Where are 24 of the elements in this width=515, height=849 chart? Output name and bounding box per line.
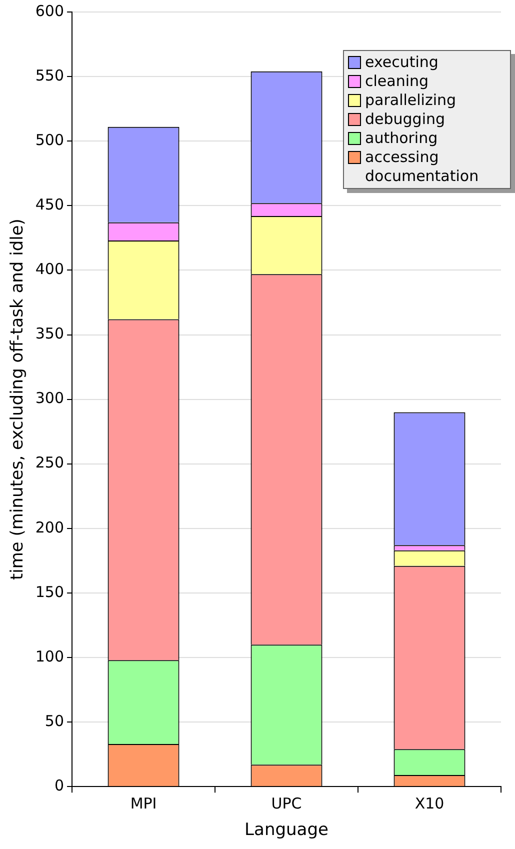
y-tick-label: 150 (35, 582, 64, 601)
x-tick-label: X10 (414, 794, 444, 812)
y-tick-label: 300 (35, 389, 64, 408)
x-axis-title: Language (244, 820, 328, 840)
legend-label: debugging (365, 110, 446, 129)
legend-label: accessing documentation (365, 148, 480, 186)
y-tick-label: 400 (35, 260, 64, 278)
y-tick-label: 450 (35, 196, 64, 214)
y-tick-label: 0 (54, 776, 64, 794)
y-tick-label: 600 (35, 2, 64, 20)
legend-label: executing (365, 53, 438, 72)
x-tick-label: MPI (130, 794, 157, 812)
y-tick-label: 550 (35, 66, 64, 84)
y-tick-label: 250 (35, 454, 64, 472)
x-tick-label: UPC (271, 794, 302, 812)
y-axis-title: time (minutes, excluding off-task and idle) (8, 218, 28, 580)
y-tick-label: 500 (35, 130, 64, 149)
y-tick-label: 50 (44, 712, 64, 730)
legend-label: parallelizing (365, 91, 456, 110)
legend-label: authoring (365, 129, 438, 148)
legend-label: cleaning (365, 72, 429, 91)
y-tick-label: 200 (35, 518, 64, 536)
y-tick-label: 350 (35, 324, 64, 343)
y-tick-label: 100 (35, 647, 64, 666)
